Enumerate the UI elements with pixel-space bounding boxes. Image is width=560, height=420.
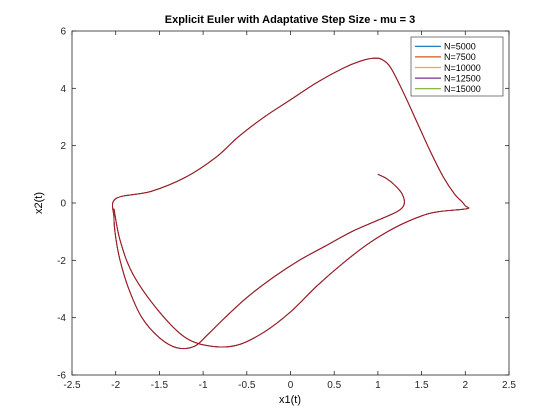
- trajectory-overlay-line: [111, 57, 470, 350]
- x-tick-label: 2: [463, 380, 469, 391]
- legend-label: N=15000: [444, 84, 481, 94]
- x-tick-label: 0.5: [327, 380, 341, 391]
- x-axis-label: x1(t): [279, 394, 301, 406]
- y-tick-label: -6: [57, 371, 66, 382]
- y-tick-label: -2: [57, 256, 66, 267]
- legend-label: N=10000: [444, 63, 481, 73]
- y-tick-label: 4: [60, 84, 66, 95]
- x-tick-label: -0.5: [238, 380, 256, 391]
- x-tick-label: -2: [111, 380, 120, 391]
- y-tick-label: 6: [60, 27, 66, 38]
- legend-label: N=12500: [444, 73, 481, 83]
- chart-title: Explicit Euler with Adaptative Step Size…: [165, 14, 416, 26]
- y-tick-label: -4: [57, 313, 66, 324]
- series-lines: [111, 57, 470, 350]
- x-tick-label: -1: [199, 380, 208, 391]
- y-tick-label: 2: [60, 141, 66, 152]
- x-tick-label: -2.5: [63, 380, 81, 391]
- y-axis-label: x2(t): [33, 192, 45, 214]
- x-axis: -2.5 -2 -1.5 -1 -0.5 0 0.5 1 1.5 2 2.5: [63, 31, 516, 391]
- x-tick-label: -1.5: [151, 380, 169, 391]
- x-tick-label: 1.5: [415, 380, 429, 391]
- legend-label: N=7500: [444, 52, 476, 62]
- x-tick-label: 1: [375, 380, 381, 391]
- y-tick-label: 0: [60, 199, 66, 210]
- legend-label: N=5000: [444, 42, 476, 52]
- y-axis: -6 -4 -2 0 2 4 6: [57, 27, 509, 382]
- x-tick-label: 2.5: [502, 380, 516, 391]
- x-tick-label: 0: [288, 380, 294, 391]
